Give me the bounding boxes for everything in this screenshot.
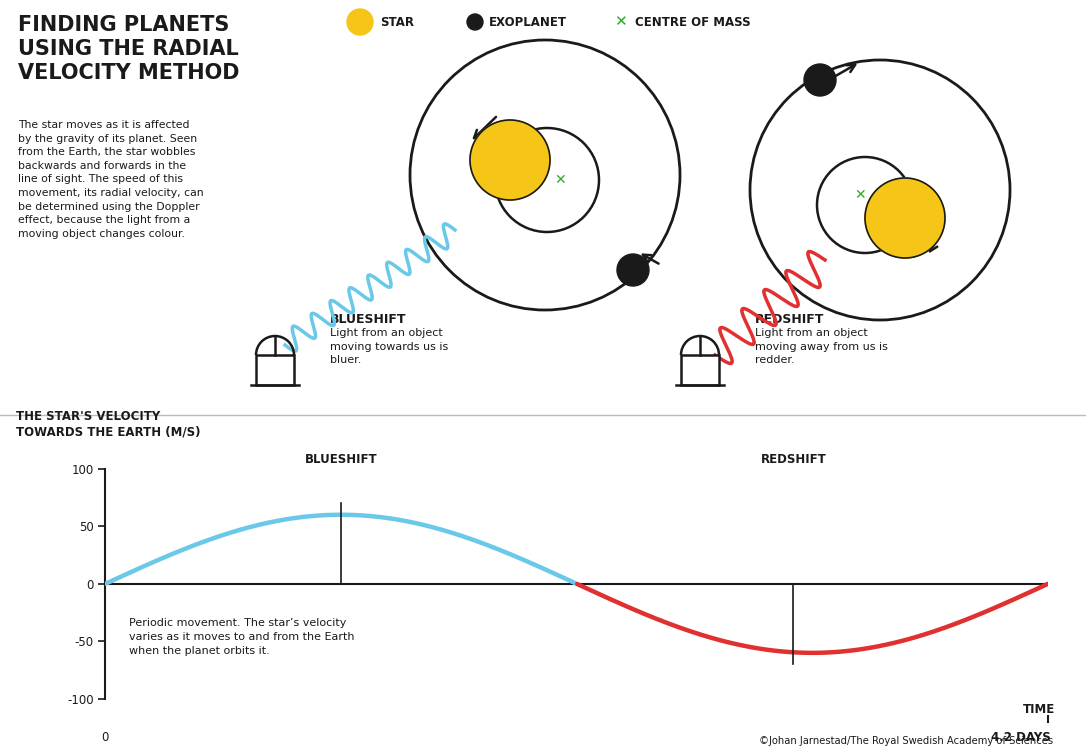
Text: ✕: ✕ (614, 14, 627, 29)
Text: The star moves as it is affected
by the gravity of its planet. Seen
from the Ear: The star moves as it is affected by the … (18, 120, 204, 239)
Text: FINDING PLANETS
USING THE RADIAL
VELOCITY METHOD: FINDING PLANETS USING THE RADIAL VELOCIT… (18, 15, 240, 83)
Text: 0: 0 (102, 731, 109, 744)
Text: REDSHIFT: REDSHIFT (755, 313, 824, 326)
Circle shape (348, 9, 372, 35)
FancyBboxPatch shape (256, 355, 294, 385)
Text: Light from an object
moving towards us is
bluer.: Light from an object moving towards us i… (330, 328, 449, 365)
Text: CENTRE OF MASS: CENTRE OF MASS (635, 16, 750, 29)
Circle shape (617, 254, 649, 286)
Text: BLUESHIFT: BLUESHIFT (330, 313, 406, 326)
Circle shape (467, 14, 483, 30)
Text: REDSHIFT: REDSHIFT (760, 453, 826, 466)
Text: TIME: TIME (1023, 702, 1056, 716)
Text: EXOPLANET: EXOPLANET (489, 16, 567, 29)
Text: ©Johan Jarnestad/The Royal Swedish Academy of Sciences: ©Johan Jarnestad/The Royal Swedish Acade… (759, 736, 1053, 746)
Text: BLUESHIFT: BLUESHIFT (305, 453, 377, 466)
Text: ✕: ✕ (855, 188, 866, 202)
FancyBboxPatch shape (681, 355, 719, 385)
Text: 4.2 DAYS: 4.2 DAYS (992, 731, 1051, 744)
Text: THE STAR'S VELOCITY
TOWARDS THE EARTH (M/S): THE STAR'S VELOCITY TOWARDS THE EARTH (M… (16, 410, 201, 439)
Circle shape (866, 178, 945, 258)
Text: STAR: STAR (380, 16, 414, 29)
Text: Light from an object
moving away from us is
redder.: Light from an object moving away from us… (755, 328, 888, 365)
Text: ✕: ✕ (554, 173, 566, 187)
Text: Periodic movement. The star’s velocity
varies as it moves to and from the Earth
: Periodic movement. The star’s velocity v… (129, 618, 354, 656)
Circle shape (470, 120, 550, 200)
Circle shape (804, 64, 836, 96)
